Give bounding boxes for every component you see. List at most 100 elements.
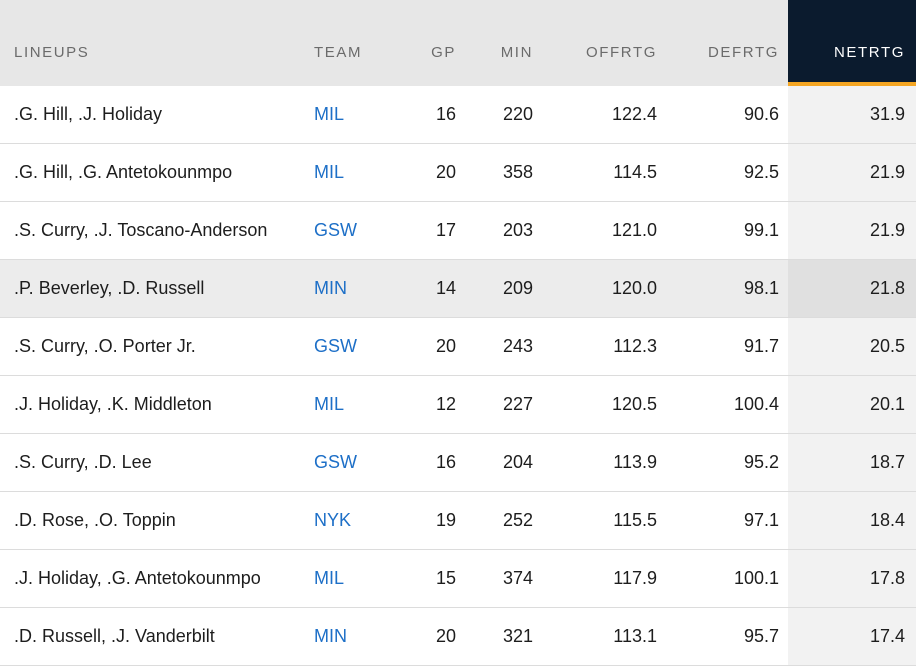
netrtg-cell-bg <box>788 86 916 143</box>
offrtg-value: 117.9 <box>613 568 657 588</box>
team-link[interactable]: GSW <box>314 336 357 356</box>
gp-value: 20 <box>435 162 456 182</box>
defrtg-value: 100.4 <box>733 394 779 414</box>
table-row-hovered: .P. Beverley, .D. Russell MIN 14 209 120… <box>0 260 916 318</box>
offrtg-value: 120.5 <box>611 394 657 414</box>
lineup-link[interactable]: .G. Hill, .J. Holiday <box>14 104 163 124</box>
min-value: 227 <box>502 394 533 414</box>
table-row: .S. Curry, .O. Porter Jr. GSW 20 243 112… <box>0 318 916 376</box>
table-row: .D. Rose, .O. Toppin NYK 19 252 115.5 97… <box>0 492 916 550</box>
team-link[interactable]: MIL <box>314 394 345 414</box>
min-value: 374 <box>502 568 533 588</box>
table-header: LINEUPS TEAM GP MIN OFFRTG DEFRTG NETRTG <box>0 0 916 86</box>
lineup-link[interactable]: .P. Beverley, .D. Russell <box>14 278 205 298</box>
gp-value: 20 <box>435 626 456 646</box>
defrtg-value: 91.7 <box>743 336 779 356</box>
lineup-link[interactable]: .J. Holiday, .K. Middleton <box>14 394 212 414</box>
min-value: 321 <box>502 626 533 646</box>
defrtg-value: 95.2 <box>743 452 779 472</box>
column-header-netrtg[interactable]: NETRTG <box>834 44 905 61</box>
column-header-min[interactable]: MIN <box>500 44 533 61</box>
offrtg-value: 121.0 <box>611 220 657 240</box>
defrtg-value: 90.6 <box>743 104 779 124</box>
table-row: .S. Curry, .D. Lee GSW 16 204 113.9 95.2… <box>0 434 916 492</box>
table-row: .S. Curry, .J. Toscano-Anderson GSW 17 2… <box>0 202 916 260</box>
offrtg-value: 115.5 <box>613 510 657 530</box>
netrtg-value: 17.4 <box>869 626 905 646</box>
defrtg-value: 92.5 <box>743 162 779 182</box>
defrtg-value: 100.1 <box>733 568 779 588</box>
table-row: .G. Hill, .J. Holiday MIL 16 220 122.4 9… <box>0 86 916 144</box>
netrtg-cell-bg <box>788 144 916 201</box>
team-link[interactable]: NYK <box>314 510 352 530</box>
team-link[interactable]: MIL <box>314 162 345 182</box>
min-value: 243 <box>502 336 533 356</box>
netrtg-value: 21.9 <box>869 162 905 182</box>
netrtg-cell-bg <box>788 376 916 433</box>
netrtg-value: 21.8 <box>869 278 905 298</box>
netrtg-cell-bg <box>788 550 916 607</box>
gp-value: 12 <box>435 394 456 414</box>
netrtg-cell-bg <box>788 434 916 491</box>
min-value: 209 <box>502 278 533 298</box>
netrtg-cell-bg <box>788 492 916 549</box>
gp-value: 17 <box>435 220 456 240</box>
team-link[interactable]: GSW <box>314 220 357 240</box>
netrtg-value: 18.4 <box>869 510 905 530</box>
lineup-link[interactable]: .D. Rose, .O. Toppin <box>14 510 176 530</box>
netrtg-value: 17.8 <box>869 568 905 588</box>
team-link[interactable]: MIL <box>314 104 345 124</box>
column-header-lineups[interactable]: LINEUPS <box>14 44 90 61</box>
min-value: 252 <box>502 510 533 530</box>
offrtg-value: 120.0 <box>611 278 657 298</box>
column-header-team[interactable]: TEAM <box>314 44 363 61</box>
netrtg-value: 31.9 <box>869 104 905 124</box>
offrtg-value: 113.9 <box>613 452 657 472</box>
column-header-defrtg[interactable]: DEFRTG <box>708 44 779 61</box>
gp-value: 14 <box>435 278 456 298</box>
lineup-link[interactable]: .G. Hill, .G. Antetokounmpo <box>14 162 233 182</box>
gp-value: 16 <box>435 452 456 472</box>
team-link[interactable]: MIL <box>314 568 345 588</box>
table-row: .J. Holiday, .K. Middleton MIL 12 227 12… <box>0 376 916 434</box>
column-header-gp[interactable]: GP <box>431 44 456 61</box>
offrtg-value: 112.3 <box>613 336 657 356</box>
lineup-link[interactable]: .J. Holiday, .G. Antetokounmpo <box>14 568 261 588</box>
gp-value: 16 <box>435 104 456 124</box>
defrtg-value: 98.1 <box>743 278 779 298</box>
table-row: .D. Russell, .J. Vanderbilt MIN 20 321 1… <box>0 608 916 666</box>
team-link[interactable]: MIN <box>314 626 347 646</box>
table-row: .G. Hill, .G. Antetokounmpo MIL 20 358 1… <box>0 144 916 202</box>
netrtg-sorted-column-highlight <box>788 0 916 86</box>
lineup-link[interactable]: .S. Curry, .D. Lee <box>14 452 152 472</box>
netrtg-cell-bg <box>788 260 916 317</box>
netrtg-cell-bg <box>788 608 916 665</box>
lineup-link[interactable]: .S. Curry, .O. Porter Jr. <box>14 336 196 356</box>
min-value: 203 <box>502 220 533 240</box>
table-row: .J. Holiday, .G. Antetokounmpo MIL 15 37… <box>0 550 916 608</box>
gp-value: 19 <box>435 510 456 530</box>
min-value: 220 <box>502 104 533 124</box>
defrtg-value: 99.1 <box>743 220 779 240</box>
gp-value: 15 <box>435 568 456 588</box>
netrtg-value: 21.9 <box>869 220 905 240</box>
netrtg-cell-bg <box>788 318 916 375</box>
offrtg-value: 114.5 <box>613 162 657 182</box>
min-value: 204 <box>502 452 533 472</box>
defrtg-value: 97.1 <box>743 510 779 530</box>
team-link[interactable]: MIN <box>314 278 347 298</box>
netrtg-cell-bg <box>788 202 916 259</box>
netrtg-value: 18.7 <box>869 452 905 472</box>
lineup-link[interactable]: .D. Russell, .J. Vanderbilt <box>14 626 215 646</box>
offrtg-value: 113.1 <box>613 626 657 646</box>
offrtg-value: 122.4 <box>611 104 657 124</box>
column-header-offrtg[interactable]: OFFRTG <box>586 44 657 61</box>
lineup-link[interactable]: .S. Curry, .J. Toscano-Anderson <box>14 220 268 240</box>
gp-value: 20 <box>435 336 456 356</box>
netrtg-value: 20.1 <box>869 394 905 414</box>
netrtg-value: 20.5 <box>869 336 905 356</box>
min-value: 358 <box>502 162 533 182</box>
defrtg-value: 95.7 <box>743 626 779 646</box>
team-link[interactable]: GSW <box>314 452 357 472</box>
